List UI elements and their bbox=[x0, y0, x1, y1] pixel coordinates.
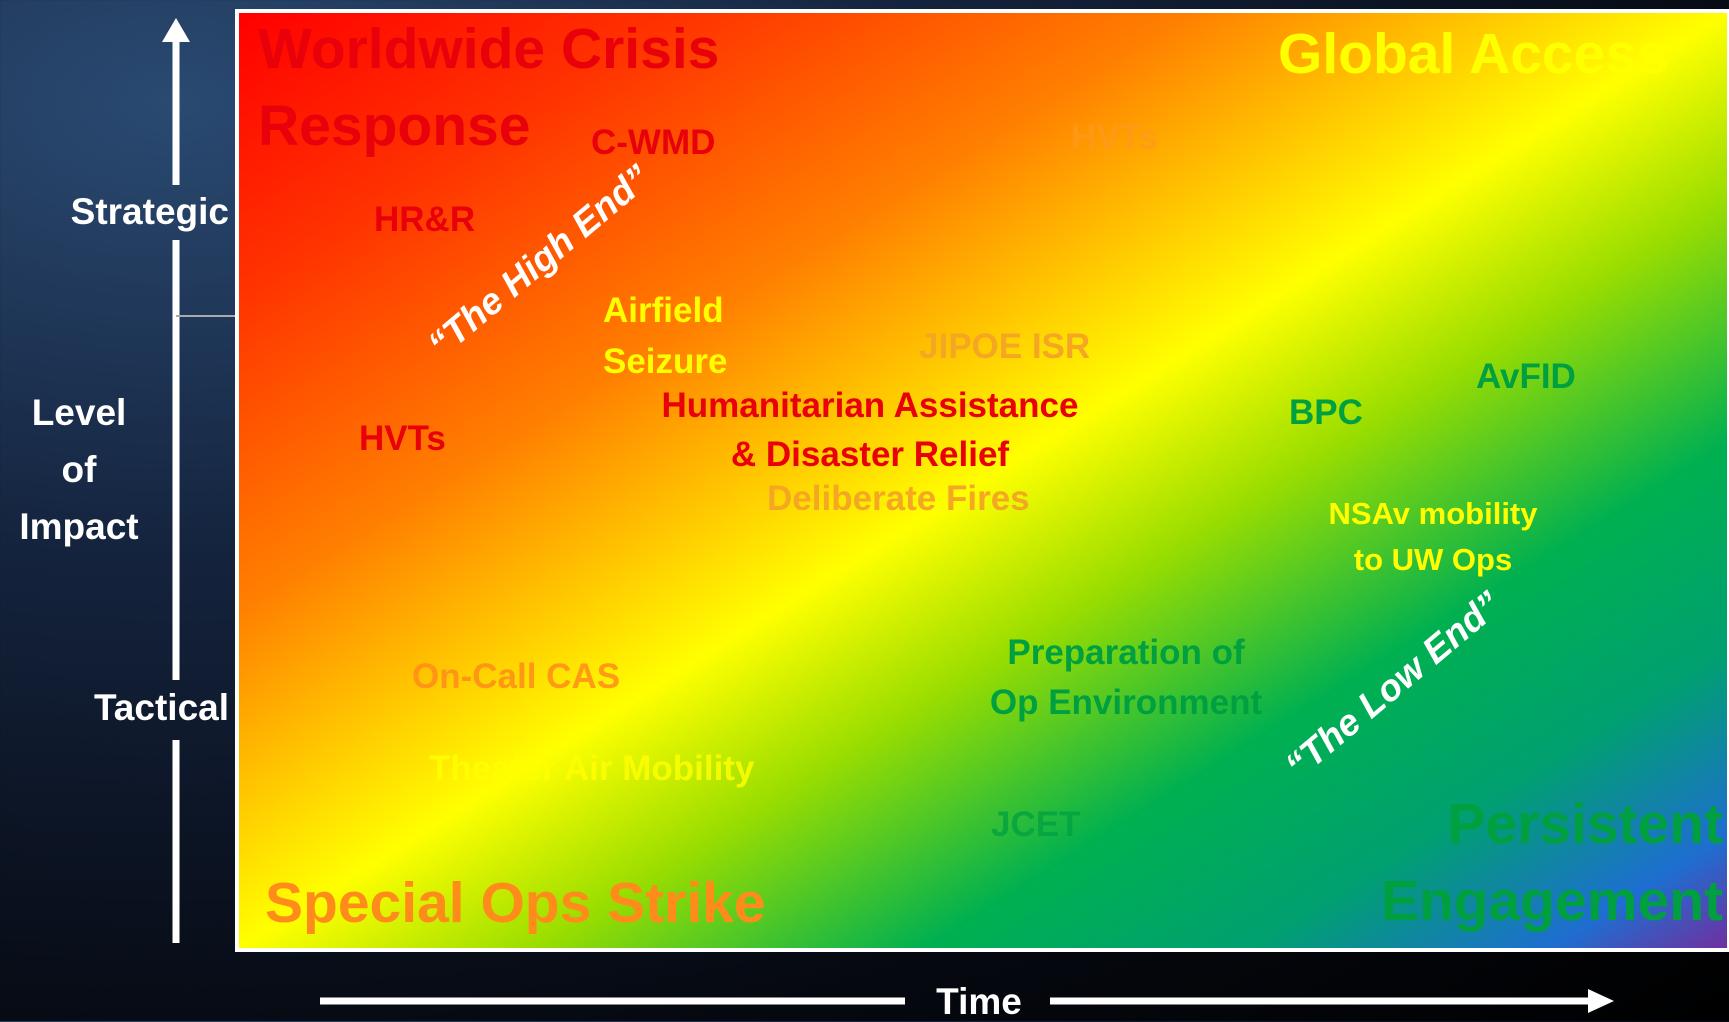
corner-label: Persistent bbox=[1447, 796, 1723, 853]
mission: HVTs bbox=[359, 421, 446, 456]
mission: Theater Air Mobility bbox=[429, 751, 754, 786]
mission: Seizure bbox=[603, 344, 728, 379]
y-label-tactical: Tactical bbox=[94, 689, 229, 726]
mission: HVTs bbox=[1071, 120, 1158, 155]
corner-label: Worldwide Crisis bbox=[258, 21, 719, 78]
mission: AvFID bbox=[1476, 359, 1576, 394]
mission: NSAv mobility bbox=[1283, 498, 1583, 529]
mission: BPC bbox=[1289, 395, 1363, 430]
mission: HR&R bbox=[374, 202, 475, 237]
mission: JCET bbox=[991, 807, 1080, 842]
y-arrowhead bbox=[162, 18, 190, 42]
annotation: “The High End” bbox=[422, 158, 657, 363]
mission: JIPOE ISR bbox=[919, 329, 1090, 364]
x-label: Time bbox=[879, 983, 1079, 1020]
corner-label: Special Ops Strike bbox=[265, 875, 766, 932]
y-label: of bbox=[0, 451, 158, 488]
mission: On-Call CAS bbox=[412, 659, 620, 694]
mission: C-WMD bbox=[591, 125, 715, 160]
annotation: “The Low End” bbox=[1279, 585, 1507, 785]
y-label-strategic: Strategic bbox=[71, 193, 229, 230]
impact-panel: Worldwide Crisis Response Global Access … bbox=[235, 9, 1729, 952]
mission: to UW Ops bbox=[1283, 544, 1583, 575]
mission: & Disaster Relief bbox=[570, 437, 1170, 472]
mission: Preparation of bbox=[976, 635, 1276, 670]
corner-label: Global Access bbox=[1278, 26, 1669, 83]
x-arrowhead bbox=[1588, 989, 1614, 1013]
y-label: Impact bbox=[0, 508, 158, 545]
mission: Airfield bbox=[603, 293, 724, 328]
corner-label: Engagement bbox=[1381, 873, 1723, 930]
mission: Deliberate Fires bbox=[767, 481, 1030, 516]
mission: Humanitarian Assistance bbox=[570, 388, 1170, 423]
mission: Op Environment bbox=[976, 685, 1276, 720]
corner-label: Response bbox=[258, 98, 530, 155]
slide: {"axes": {"y_labels": {"top": "Strategic… bbox=[0, 0, 1729, 1021]
y-label: Level bbox=[0, 394, 158, 431]
